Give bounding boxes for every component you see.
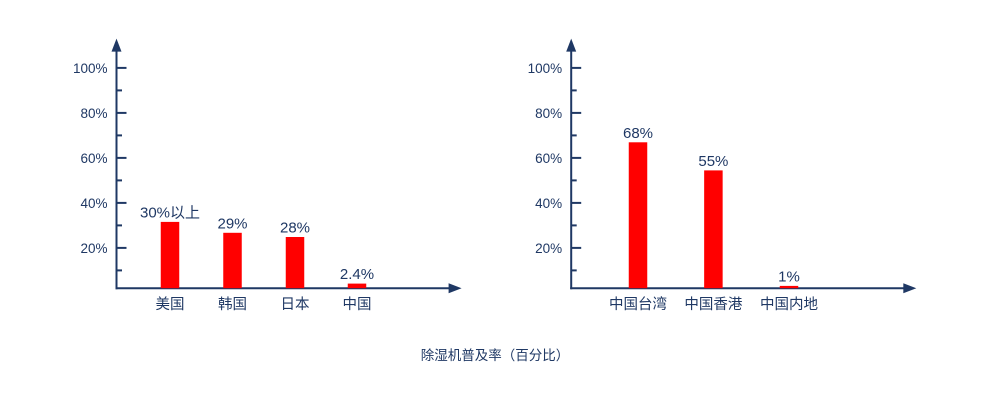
svg-text:20%: 20% xyxy=(535,241,562,256)
svg-text:60%: 60% xyxy=(535,151,562,166)
svg-text:40%: 40% xyxy=(535,196,562,211)
svg-text:100%: 100% xyxy=(528,61,563,76)
svg-text:29%: 29% xyxy=(217,215,247,232)
svg-text:80%: 80% xyxy=(80,106,107,121)
svg-text:韩国: 韩国 xyxy=(218,296,247,313)
svg-text:美国: 美国 xyxy=(156,296,185,313)
svg-text:55%: 55% xyxy=(698,153,728,170)
svg-text:中国内地: 中国内地 xyxy=(760,296,818,313)
svg-text:中国台湾: 中国台湾 xyxy=(609,296,667,313)
svg-text:日本: 日本 xyxy=(281,296,310,313)
svg-text:80%: 80% xyxy=(535,106,562,121)
svg-text:2.4%: 2.4% xyxy=(340,266,374,283)
svg-text:40%: 40% xyxy=(80,196,107,211)
svg-text:30%以上: 30%以上 xyxy=(140,204,200,221)
svg-text:60%: 60% xyxy=(80,151,107,166)
svg-text:28%: 28% xyxy=(280,220,310,237)
svg-text:中国: 中国 xyxy=(343,296,372,313)
svg-text:中国香港: 中国香港 xyxy=(684,296,742,313)
svg-text:100%: 100% xyxy=(73,61,108,76)
svg-text:68%: 68% xyxy=(623,125,653,142)
svg-text:20%: 20% xyxy=(80,241,107,256)
svg-text:1%: 1% xyxy=(778,268,800,285)
